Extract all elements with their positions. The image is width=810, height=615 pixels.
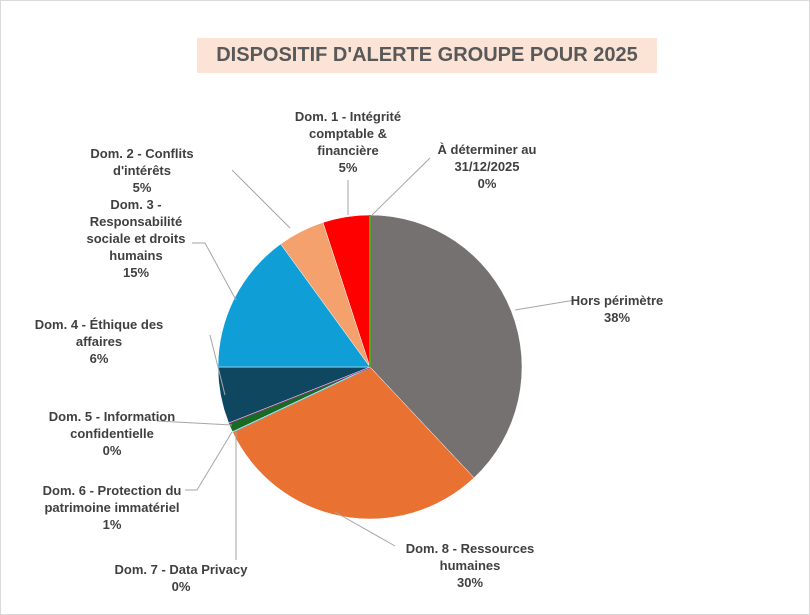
- data-label: Hors périmètre 38%: [547, 292, 687, 326]
- value-label: 5%: [132, 180, 152, 195]
- leader-line: [514, 299, 576, 311]
- data-label: Dom. 2 - Conflits d'intérêts 5%: [77, 145, 207, 196]
- data-label: Dom. 1 - Intégrité comptable & financièr…: [286, 108, 411, 176]
- data-label: Dom. 3 - Responsabilité sociale et droit…: [74, 196, 199, 281]
- category-label: Dom. 7 - Data Privacy: [114, 562, 248, 577]
- value-label: 15%: [122, 265, 150, 280]
- category-label: Hors périmètre: [570, 293, 664, 308]
- data-label: Dom. 5 - Information confidentielle 0%: [32, 408, 192, 459]
- leader-line: [156, 420, 233, 426]
- leader-line: [185, 431, 233, 491]
- data-label: Dom. 6 - Protection du patrimoine immaté…: [42, 482, 182, 533]
- value-label: 0%: [102, 443, 122, 458]
- category-label: Dom. 1 - Intégrité comptable & financièr…: [294, 109, 402, 158]
- value-label: 6%: [89, 351, 109, 366]
- category-label: Dom. 5 - Information confidentielle: [48, 409, 176, 441]
- category-label: Dom. 4 - Éthique des affaires: [34, 317, 164, 349]
- category-label: Dom. 2 - Conflits d'intérêts: [90, 146, 194, 178]
- value-label: 0%: [477, 176, 497, 191]
- category-label: Dom. 6 - Protection du patrimoine immaté…: [42, 483, 182, 515]
- pie-slice: [232, 366, 475, 520]
- leader-line: [209, 334, 226, 396]
- value-label: 30%: [456, 575, 484, 590]
- value-label: 38%: [603, 310, 631, 325]
- value-label: 1%: [102, 517, 122, 532]
- pie-slice: [369, 214, 523, 479]
- value-label: 5%: [338, 160, 358, 175]
- leader-line: [334, 511, 396, 547]
- data-label: Dom. 4 - Éthique des affaires 6%: [24, 316, 174, 367]
- chart-title: DISPOSITIF D'ALERTE GROUPE POUR 2025: [197, 38, 657, 73]
- category-label: Dom. 8 - Ressources humaines: [405, 541, 535, 573]
- leader-line: [231, 169, 291, 229]
- leader-line: [371, 157, 431, 216]
- category-label: À déterminer au 31/12/2025: [437, 142, 537, 174]
- value-label: 0%: [171, 579, 191, 594]
- data-label: Dom. 8 - Ressources humaines 30%: [390, 540, 550, 591]
- leader-line: [192, 242, 237, 301]
- data-label: À déterminer au 31/12/2025 0%: [427, 141, 547, 192]
- category-label: Dom. 3 - Responsabilité sociale et droit…: [86, 197, 186, 263]
- data-label: Dom. 7 - Data Privacy 0%: [81, 561, 281, 595]
